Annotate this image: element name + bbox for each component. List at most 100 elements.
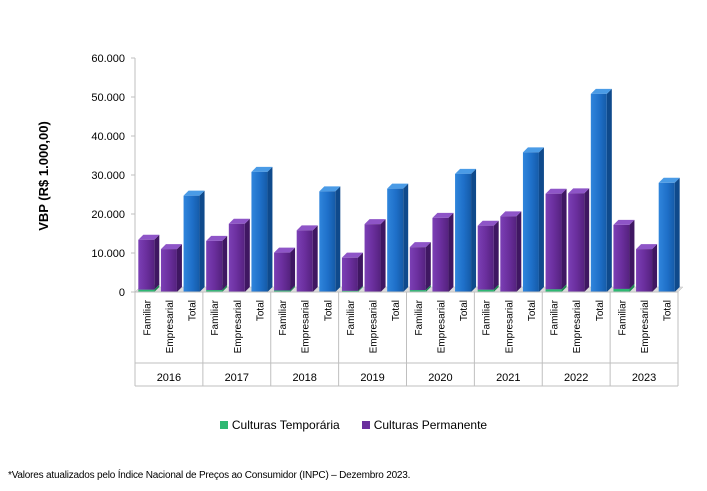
bar-2023-total-side: [674, 177, 680, 292]
bar-2017-familiar-permanente-front: [206, 240, 223, 291]
x-subcat-2020-empresarial: Empresarial: [436, 300, 447, 353]
x-subcat-2021-total: Total: [527, 300, 538, 321]
x-subcat-2017-total: Total: [255, 300, 266, 321]
bar-2021-familiar-permanente: [477, 220, 499, 290]
bar-2017-familiar-temporaria-side: [222, 285, 228, 292]
bar-2017-familiar-permanente: [206, 235, 228, 291]
bar-2023-familiar-permanente-top: [613, 219, 635, 225]
bar-2019-total-top: [387, 183, 409, 189]
bar-2016-total-side: [199, 190, 205, 292]
bar-2020-total-side: [471, 168, 477, 292]
bar-2018-empresarial-permanente-top: [296, 225, 318, 231]
x-year-label-2016: 2016: [157, 372, 181, 384]
x-year-label-2018: 2018: [292, 372, 316, 384]
bar-2018-familiar-permanente-top: [274, 247, 296, 253]
x-subcat-2017-empresarial: Empresarial: [233, 300, 244, 353]
bar-2021-familiar-permanente-side: [493, 220, 499, 290]
bar-2019-familiar-permanente-front: [341, 257, 358, 291]
x-subcat-2023-familiar: Familiar: [617, 299, 628, 335]
x-year-label-2020: 2020: [428, 372, 452, 384]
bar-2020-total-top: [455, 168, 477, 174]
bar-2016-familiar-permanente: [138, 234, 160, 290]
y-tick-label: 30.000: [91, 170, 125, 182]
bar-2022-empresarial-permanente: [568, 188, 590, 292]
bar-2020-total: [455, 168, 477, 292]
bar-2023-familiar-temporaria-front: [613, 288, 630, 292]
bar-2022-familiar-permanente-front: [545, 193, 562, 290]
bar-2018-familiar-permanente: [274, 247, 296, 291]
legend-swatch-temporaria: [219, 421, 228, 429]
x-subcat-2016-empresarial: Empresarial: [165, 300, 176, 353]
bar-2023-empresarial-permanente: [636, 244, 658, 292]
bar-2021-empresarial-permanente-top: [500, 211, 522, 217]
bar-2020-empresarial-permanente-top: [432, 212, 454, 218]
bar-2019-familiar-temporaria-front: [341, 290, 358, 292]
y-tick-label: 50.000: [91, 92, 125, 104]
bar-2018-empresarial-permanente-side: [312, 225, 318, 292]
bar-2016-empresarial-permanente-side: [176, 244, 182, 292]
x-year-label-2022: 2022: [564, 372, 588, 384]
bar-2022-total-front: [590, 93, 607, 292]
bar-2022-familiar-temporaria-side: [561, 284, 567, 292]
legend-swatch-permanente: [361, 421, 370, 429]
bar-2019-empresarial-permanente-top: [364, 219, 386, 225]
x-subcat-2022-total: Total: [595, 300, 606, 321]
bar-2022-familiar-permanente-side: [561, 188, 567, 290]
bar-2019-empresarial-permanente-side: [380, 219, 386, 292]
x-subcat-2021-empresarial: Empresarial: [504, 300, 515, 353]
x-subcat-2019-total: Total: [391, 300, 402, 321]
bar-2021-total-top: [522, 147, 544, 153]
bar-2020-empresarial-permanente-side: [448, 212, 454, 292]
bar-2016-total-top: [183, 190, 205, 196]
bar-2022-total-side: [606, 88, 612, 292]
bar-2016-total-front: [183, 195, 200, 292]
bar-2017-familiar-temporaria-front: [206, 290, 223, 292]
bar-2022-familiar-temporaria-front: [545, 289, 562, 292]
bar-2020-familiar-permanente-side: [425, 242, 431, 291]
y-tick-label: 60.000: [91, 53, 125, 65]
x-subcat-2021-familiar: Familiar: [482, 299, 493, 335]
bar-2022-total: [590, 88, 612, 292]
x-subcat-2022-familiar: Familiar: [550, 299, 561, 335]
bar-2020-total-front: [455, 173, 472, 292]
bar-2018-familiar-temporaria-side: [290, 285, 296, 292]
bar-2018-empresarial-permanente-front: [296, 230, 313, 292]
bar-2023-empresarial-permanente-side: [652, 244, 658, 292]
bar-2019-familiar-temporaria-side: [357, 285, 363, 292]
bar-2023-empresarial-permanente-front: [636, 249, 653, 292]
chart: 0 10.000 20.000 30.000 40.000 50.000 60.000 Fa…: [36, 53, 684, 387]
y-tick-label: 10.000: [91, 248, 125, 260]
bar-2019-familiar-permanente-top: [341, 252, 363, 258]
bar-2020-familiar-temporaria-side: [425, 285, 431, 292]
x-subcat-2018-familiar: Familiar: [278, 299, 289, 335]
bar-2016-empresarial-permanente: [160, 244, 182, 292]
bar-2020-familiar-permanente-top: [409, 242, 431, 248]
bar-2016-familiar-temporaria-front: [138, 289, 155, 292]
bar-2018-familiar-permanente-side: [290, 247, 296, 291]
bar-2023-total: [658, 177, 680, 292]
bar-2017-total-front: [251, 171, 268, 292]
bar-2017-empresarial-permanente-front: [228, 223, 245, 292]
bar-2016-familiar-temporaria-side: [154, 284, 160, 292]
y-tick-label: 20.000: [91, 209, 125, 221]
bar-2017-total-top: [251, 166, 273, 172]
bar-2017-familiar-permanente-top: [206, 235, 228, 241]
bar-2019-total: [387, 183, 409, 292]
x-subcat-2022-empresarial: Empresarial: [572, 300, 583, 353]
bar-2016-familiar-permanente-top: [138, 234, 160, 240]
bar-2018-total-side: [335, 186, 341, 292]
x-subcat-2020-total: Total: [459, 300, 470, 321]
bar-2020-familiar-permanente-front: [409, 247, 426, 291]
bar-2017-familiar-permanente-side: [222, 235, 228, 291]
bar-2017-total-side: [267, 166, 273, 292]
bar-2020-empresarial-permanente: [432, 212, 454, 292]
bar-2022-empresarial-permanente-side: [584, 188, 590, 292]
bar-2021-empresarial-permanente-front: [500, 216, 517, 292]
bar-2021-familiar-permanente-top: [477, 220, 499, 226]
bar-2016-total: [183, 190, 205, 292]
x-subcat-2023-empresarial: Empresarial: [640, 300, 651, 353]
bar-2023-total-top: [658, 177, 680, 183]
x-subcat-2017-familiar: Familiar: [210, 299, 221, 335]
bar-2022-empresarial-permanente-top: [568, 188, 590, 194]
bar-2022-familiar-permanente: [545, 188, 567, 290]
